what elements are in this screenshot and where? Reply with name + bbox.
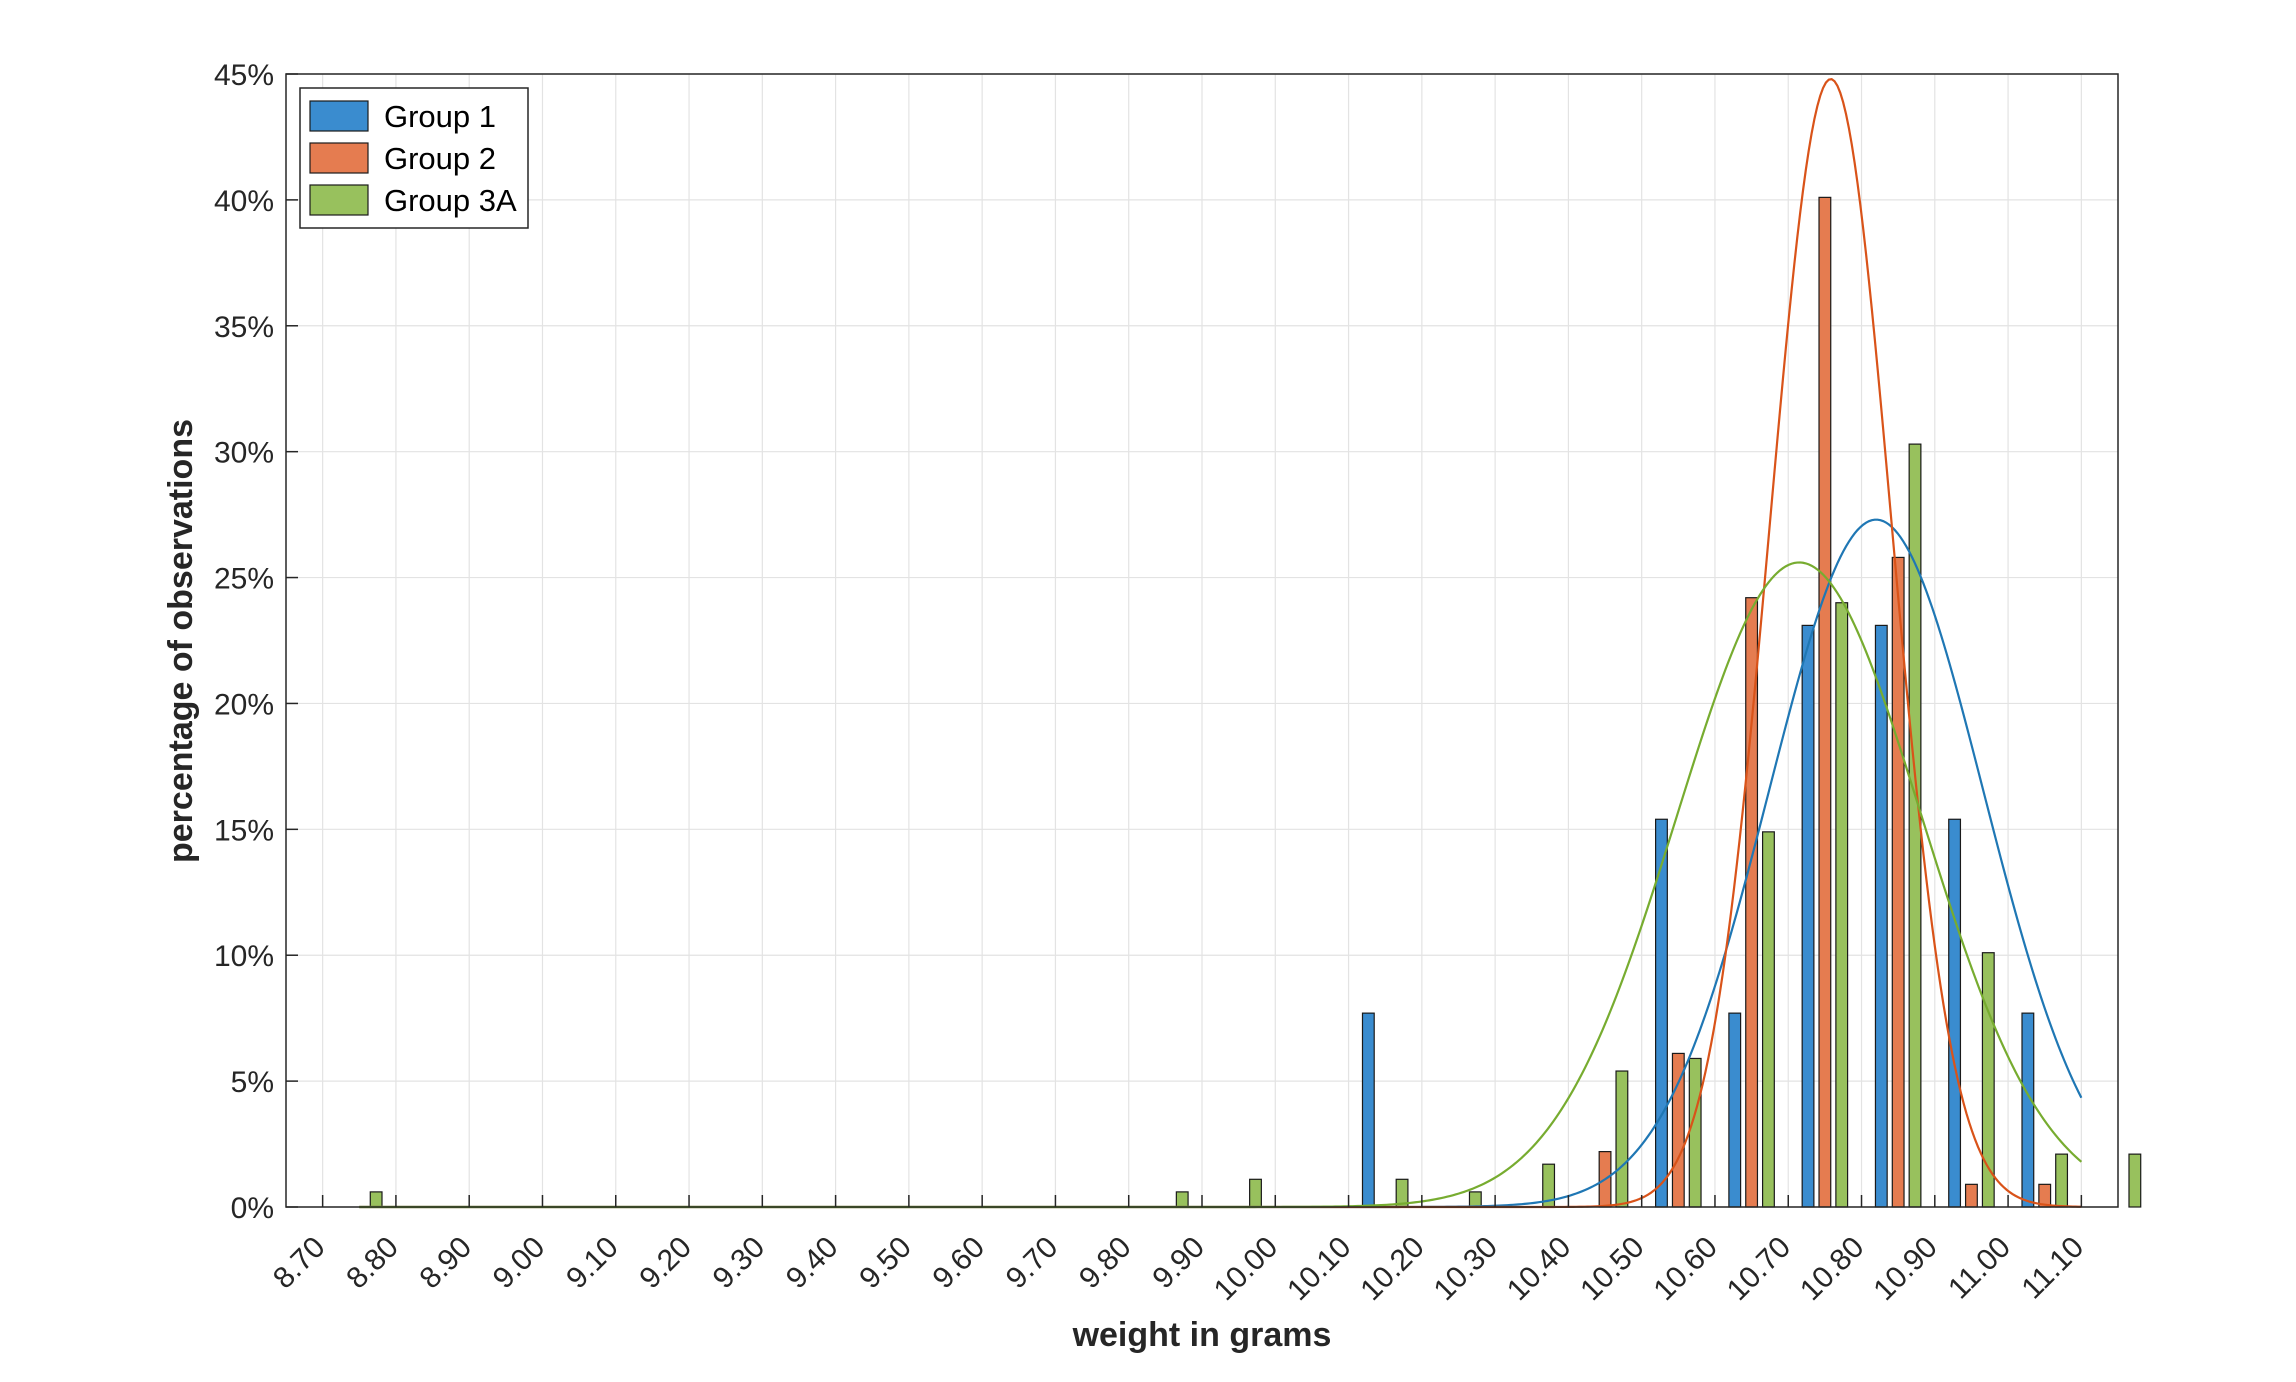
bar-group-3a (2055, 1153, 2069, 1208)
x-tick-label: 9.00 (487, 1231, 552, 1296)
x-tick-label: 9.50 (853, 1231, 918, 1296)
bar-group-3a (1249, 1178, 1262, 1208)
bar-group-1 (1874, 624, 1888, 1208)
x-tick-label: 10.80 (1794, 1231, 1870, 1307)
x-tick-label: 10.50 (1574, 1231, 1650, 1307)
x-tick-label: 10.10 (1281, 1231, 1357, 1307)
y-axis-ticks: 0% 5% 10% 15% 20% 25% 30% 35% 40% 45% (214, 59, 298, 1225)
y-tick-label: 15% (214, 814, 274, 847)
y-tick-label: 10% (214, 940, 274, 973)
x-tick-label: 10.70 (1721, 1231, 1797, 1307)
x-axis-ticks: 8.70 8.80 8.90 9.00 9.10 9.20 9.30 9.40 9.50 9.60… (267, 1195, 2090, 1307)
bar-group-3a (1688, 1057, 1702, 1208)
x-tick-label: 10.40 (1501, 1231, 1577, 1307)
legend-swatch (309, 100, 369, 132)
bar-group-1 (1361, 1012, 1375, 1208)
y-tick-label: 25% (214, 563, 274, 596)
legend-label: Group 2 (384, 141, 496, 176)
bar-group-3a (2128, 1153, 2142, 1208)
bar-group-2 (1964, 1183, 1978, 1208)
x-tick-label: 11.00 (1942, 1231, 2017, 1306)
x-tick-label: 9.70 (1000, 1231, 1065, 1296)
x-tick-label: 10.60 (1647, 1231, 1723, 1307)
bar-group-2 (1818, 196, 1832, 1208)
x-axis-title: weight in grams (1072, 1316, 1332, 1354)
y-tick-label: 20% (214, 688, 274, 721)
legend-swatch (309, 184, 369, 216)
x-tick-label: 10.20 (1354, 1231, 1430, 1307)
y-tick-label: 5% (231, 1066, 274, 1099)
x-tick-label: 9.10 (560, 1231, 625, 1296)
bar-group-1 (1801, 624, 1815, 1208)
y-tick-label: 30% (214, 437, 274, 470)
bar-group-2 (1671, 1052, 1685, 1208)
x-tick-label: 9.30 (707, 1231, 772, 1296)
legend-label: Group 3A (384, 183, 517, 218)
y-tick-label: 0% (231, 1192, 274, 1225)
y-axis-title: percentage of observations (162, 419, 200, 863)
x-tick-label: 11.10 (2015, 1231, 2090, 1306)
legend: Group 1 Group 2 Group 3A (299, 87, 529, 229)
x-tick-label: 9.20 (633, 1231, 698, 1296)
x-tick-label: 8.70 (267, 1231, 332, 1296)
x-tick-label: 9.40 (780, 1231, 845, 1296)
bar-group-1 (1728, 1012, 1742, 1208)
bar-group-3a (1908, 443, 1922, 1208)
bar-group-3a (1468, 1191, 1482, 1208)
x-tick-label: 9.90 (1146, 1231, 1211, 1296)
bar-group-2 (1891, 556, 1905, 1208)
bar-group-3a (1175, 1191, 1189, 1208)
legend-swatch (309, 142, 369, 174)
bar-group-1 (1948, 818, 1962, 1208)
x-tick-label: 9.60 (926, 1231, 991, 1296)
legend-label: Group 1 (384, 99, 496, 134)
x-tick-label: 10.30 (1428, 1231, 1504, 1307)
x-tick-label: 10.00 (1208, 1231, 1284, 1307)
bar-group-3a (1835, 602, 1849, 1208)
y-tick-label: 45% (214, 59, 274, 92)
y-tick-label: 35% (214, 311, 274, 344)
bar-group-3a (369, 1191, 383, 1208)
x-tick-label: 8.80 (340, 1231, 405, 1296)
y-tick-label: 40% (214, 185, 274, 218)
x-tick-label: 10.90 (1867, 1231, 1943, 1307)
bar-group-3a (1615, 1070, 1629, 1208)
bar-group-3a (1761, 831, 1775, 1208)
bar-group-1 (2021, 1012, 2035, 1208)
x-tick-label: 9.80 (1073, 1231, 1138, 1296)
x-tick-label: 8.90 (414, 1231, 479, 1296)
